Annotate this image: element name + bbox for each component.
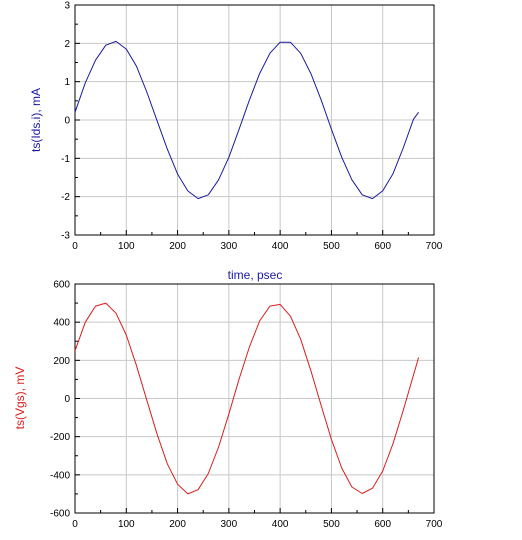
chart-bottom-tick-marks <box>74 283 435 514</box>
chart-top-y-axis-label: ts(Ids.i), mA <box>29 88 43 152</box>
chart-top-ytick-label--1: -1 <box>61 154 70 165</box>
chart-top-xtick-label-0: 0 <box>72 241 78 252</box>
chart-bottom-xtick-label-400: 400 <box>272 519 289 530</box>
chart-top-xtick-label-500: 500 <box>323 241 340 252</box>
chart-bottom-series-line <box>74 302 420 495</box>
chart-bottom-y-axis-label: ts(Vgs), mV <box>13 367 27 430</box>
chart-bottom-ytick-label-0: 0 <box>64 394 70 405</box>
chart-bottom-xtick-label-300: 300 <box>221 519 238 530</box>
chart-bottom-ytick-label-200: 200 <box>53 356 70 367</box>
chart-top-grid <box>74 4 435 236</box>
chart-bottom-xtick-label-700: 700 <box>426 519 443 530</box>
chart-top-ytick-label--3: -3 <box>61 231 70 242</box>
chart-top-xtick-label-600: 600 <box>374 241 391 252</box>
chart-bottom-xtick-label-500: 500 <box>323 519 340 530</box>
chart-top-series-line <box>74 40 420 200</box>
chart-top-tick-marks <box>74 4 435 236</box>
chart-top-tick-labels: 0 100 200 300 400 500 600 700 -3 -2 -1 0 1 2 3 <box>61 1 443 253</box>
chart-top-x-axis-label: time, psec <box>228 268 283 282</box>
chart-top-xtick-label-400: 400 <box>272 241 289 252</box>
chart-top-ytick-label-1: 1 <box>64 77 70 88</box>
chart-top: 0 100 200 300 400 500 600 700 -3 -2 -1 0 1 2 3 time, p… <box>29 1 443 283</box>
chart-bottom-ytick-label--600: -600 <box>50 509 70 520</box>
chart-top-xtick-label-300: 300 <box>221 241 238 252</box>
chart-bottom-xtick-label-600: 600 <box>374 519 391 530</box>
chart-top-ytick-label--2: -2 <box>61 192 70 203</box>
chart-top-xtick-label-100: 100 <box>118 241 135 252</box>
chart-bottom-grid <box>74 283 435 514</box>
chart-bottom-xtick-label-200: 200 <box>169 519 186 530</box>
chart-bottom-ytick-label-400: 400 <box>53 318 70 329</box>
chart-bottom-ytick-label-600: 600 <box>53 280 70 291</box>
chart-bottom-tick-labels: 0 100 200 300 400 500 600 700 -600 -400 -200 0 200 40… <box>50 280 443 531</box>
chart-top-ytick-label-3: 3 <box>64 1 70 12</box>
chart-bottom-ytick-label--400: -400 <box>50 470 70 481</box>
chart-bottom-xtick-label-100: 100 <box>118 519 135 530</box>
chart-bottom: 0 100 200 300 400 500 600 700 -600 -400 -200 0 200 40… <box>13 280 443 531</box>
chart-bottom-ytick-label--200: -200 <box>50 432 70 443</box>
chart-top-xtick-label-700: 700 <box>426 241 443 252</box>
chart-top-ytick-label-0: 0 <box>64 116 70 127</box>
chart-top-xtick-label-200: 200 <box>169 241 186 252</box>
chart-top-ytick-label-2: 2 <box>64 39 70 50</box>
chart-bottom-xtick-label-0: 0 <box>72 519 78 530</box>
